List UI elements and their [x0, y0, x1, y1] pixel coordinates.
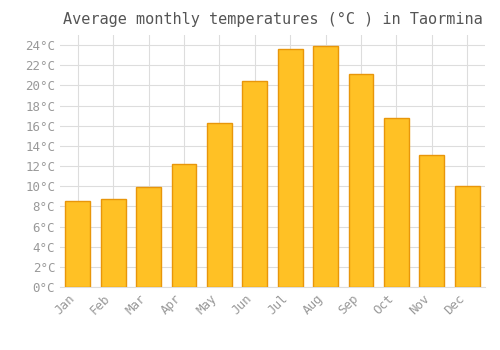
Bar: [313, 46, 338, 287]
Bar: [384, 118, 409, 287]
Bar: [348, 74, 374, 287]
Bar: [172, 164, 196, 287]
Title: Average monthly temperatures (°C ) in Taormina: Average monthly temperatures (°C ) in Ta…: [62, 12, 482, 27]
Bar: [66, 201, 90, 287]
Bar: [100, 199, 126, 287]
Bar: [207, 123, 232, 287]
Bar: [455, 186, 479, 287]
Bar: [420, 155, 444, 287]
Bar: [242, 81, 267, 287]
Bar: [278, 49, 302, 287]
Bar: [136, 187, 161, 287]
